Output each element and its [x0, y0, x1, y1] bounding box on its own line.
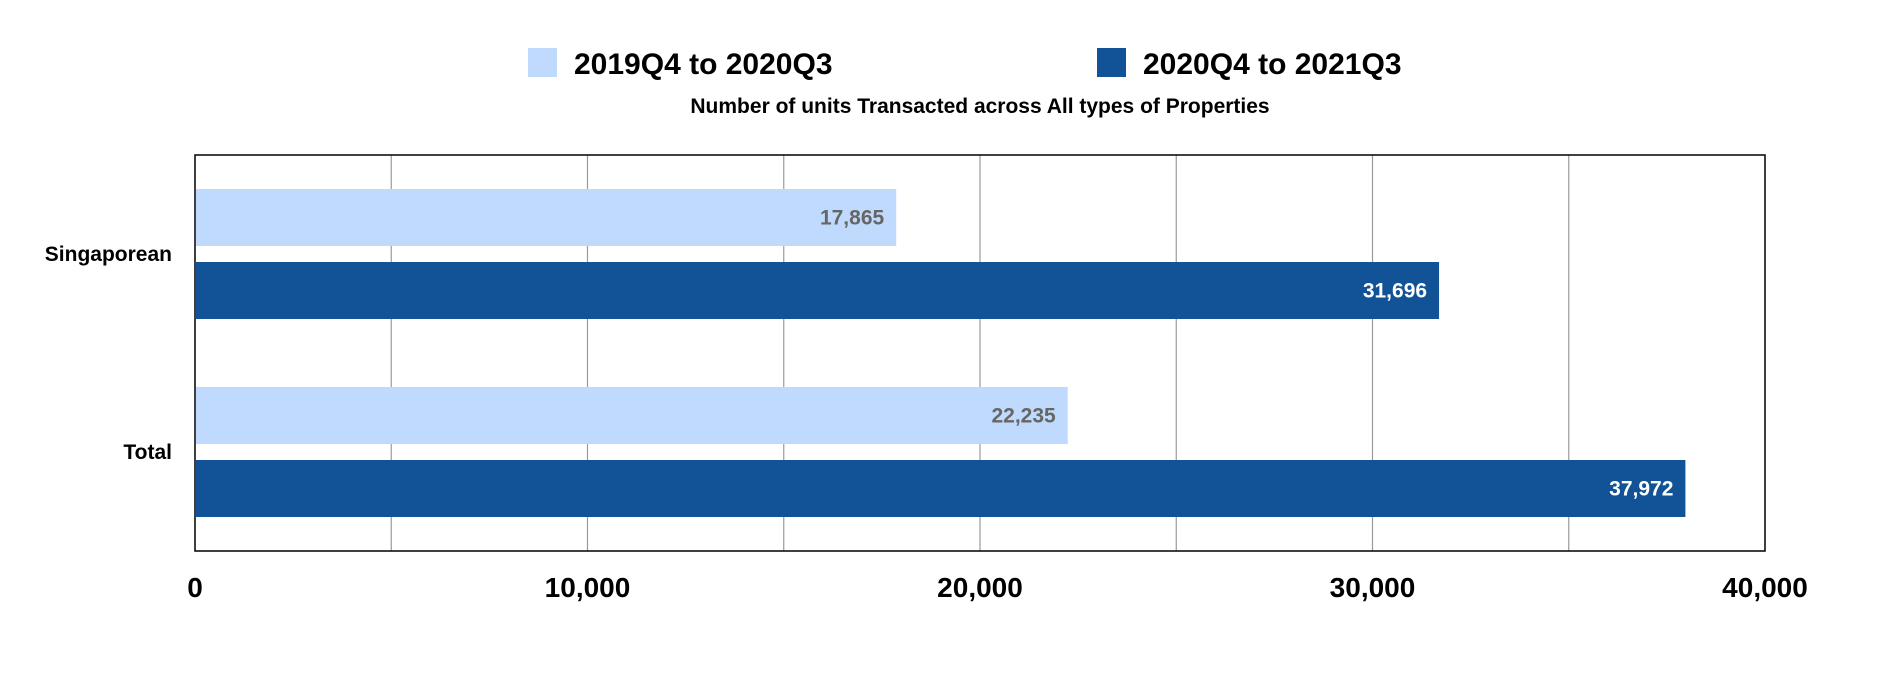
- data-labels: 17,865 31,696 22,235 37,972: [820, 207, 1673, 501]
- data-label: 17,865: [820, 207, 885, 230]
- legend-label-2019q4-2020q3: 2019Q4 to 2020Q3: [574, 48, 833, 81]
- legend: 2019Q4 to 2020Q3 2020Q4 to 2021Q3: [528, 48, 1402, 81]
- plot-frame: [194, 154, 1766, 552]
- data-label: 22,235: [991, 405, 1056, 428]
- category-label: Singaporean: [45, 243, 172, 266]
- x-tick-label: 0: [187, 572, 203, 603]
- category-labels: Singaporean Total: [45, 243, 172, 464]
- x-axis-tick-labels: 0 10,000 20,000 30,000 40,000: [187, 572, 1808, 603]
- bar-singaporean-series-1: [196, 189, 897, 246]
- x-tick-label: 20,000: [937, 572, 1023, 603]
- legend-swatch-2020q4-2021q3: [1097, 48, 1126, 77]
- bars: [196, 189, 1686, 517]
- data-label: 31,696: [1363, 280, 1427, 303]
- chart-title: Number of units Transacted across All ty…: [690, 95, 1269, 118]
- legend-swatch-2019q4-2020q3: [528, 48, 557, 77]
- bar-singaporean-series-2: [196, 262, 1440, 319]
- legend-label-2020q4-2021q3: 2020Q4 to 2021Q3: [1143, 48, 1402, 81]
- x-tick-label: 10,000: [545, 572, 631, 603]
- bar-total-series-1: [196, 387, 1068, 444]
- x-tick-label: 40,000: [1722, 572, 1808, 603]
- bar-total-series-2: [196, 460, 1686, 517]
- x-tick-label: 30,000: [1330, 572, 1416, 603]
- data-label: 37,972: [1609, 478, 1673, 501]
- category-label: Total: [123, 441, 172, 464]
